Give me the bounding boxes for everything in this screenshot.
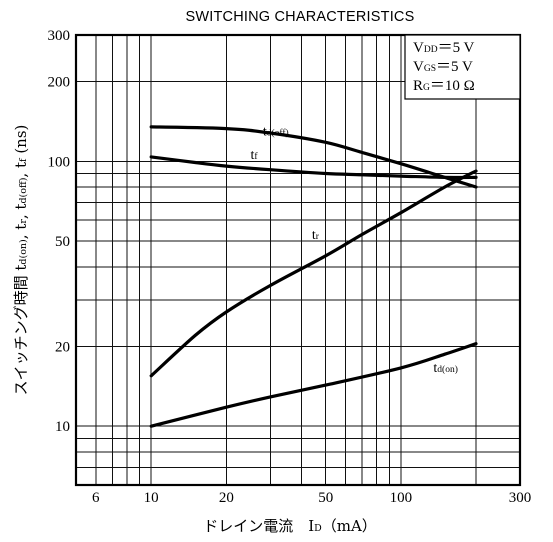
condition-subscript: G: [423, 83, 430, 93]
condition-subscript: DD: [424, 45, 438, 55]
condition-symbol: V: [413, 40, 424, 56]
condition-symbol: V: [413, 59, 424, 75]
x-label-subscript: D: [314, 523, 322, 534]
series-line-t-d(on): [149, 342, 478, 428]
conditions-box-frame: [404, 34, 521, 100]
y-label-symbol: , t: [12, 224, 30, 240]
y-label-symbol: , t: [12, 162, 30, 178]
y-label-symbol: , t: [12, 204, 30, 220]
x-label-main: ドレイン電流 I: [203, 517, 314, 535]
y-axis-label: スイッチング時間 td(on), tr, td(off), tf (ns): [12, 125, 30, 396]
y-tick-label: 100: [48, 154, 71, 170]
condition-line: RG＝10 Ω: [413, 78, 475, 94]
y-tick-label: 10: [55, 419, 70, 435]
series-label-sub: r: [316, 232, 320, 242]
series-label-t-d(on): td(on): [433, 361, 457, 376]
condition-subscript: GS: [424, 64, 436, 74]
y-axis-ticks: 10 20 50 100 200 300: [48, 28, 71, 435]
y-tick-label: 20: [55, 340, 70, 356]
series-label-sub: f: [254, 151, 258, 162]
x-tick-label: 50: [318, 490, 333, 506]
y-label-symbol: (ns): [12, 125, 30, 159]
series-label-main: t: [312, 228, 316, 243]
x-tick-label: 100: [390, 490, 413, 506]
series-label-main: t: [251, 148, 255, 163]
series-label-t-d(off): td(off): [263, 125, 289, 140]
series-label-t-f: tf: [251, 148, 259, 163]
series-curves: [149, 125, 478, 428]
condition-value: ＝5 V: [438, 40, 475, 56]
y-label-subscript: r: [18, 219, 29, 224]
x-tick-label: 20: [219, 490, 234, 506]
grid: [76, 35, 520, 485]
series-label-sub: d(on): [437, 364, 458, 375]
plot-frame: [74, 33, 522, 487]
series-line-t-r: [149, 169, 478, 378]
y-label-main: スイッチング時間: [12, 271, 30, 396]
condition-value: ＝10 Ω: [430, 78, 475, 94]
y-label-subscript: f: [18, 157, 29, 162]
series-label-t-r: tr: [312, 228, 320, 243]
x-label-unit: （mA）: [322, 517, 377, 535]
condition-value: ＝5 V: [436, 59, 473, 75]
chart-title: SWITCHING CHARACTERISTICS: [186, 9, 415, 25]
x-tick-label: 300: [509, 490, 532, 506]
x-tick-label: 10: [144, 490, 159, 506]
condition-line: VGS＝5 V: [413, 59, 473, 75]
x-axis-label: ドレイン電流 ID（mA）: [203, 517, 377, 535]
series-label-main: t: [433, 361, 437, 376]
x-axis-ticks: 6 10 20 50 100 300: [92, 490, 531, 506]
y-label-subscript: d(on): [18, 239, 29, 264]
y-tick-label: 200: [48, 75, 71, 91]
y-label-symbol: t: [12, 265, 30, 271]
y-tick-label: 300: [48, 28, 71, 44]
y-tick-label: 50: [55, 234, 70, 250]
condition-symbol: R: [413, 78, 423, 94]
series-label-main: t: [263, 125, 267, 140]
series-label-sub: d(off): [267, 128, 289, 139]
y-label-subscript: d(off): [18, 178, 29, 204]
series-line-t-f: [149, 155, 478, 180]
condition-line: VDD＝5 V: [413, 40, 475, 56]
x-tick-label: 6: [92, 490, 100, 506]
